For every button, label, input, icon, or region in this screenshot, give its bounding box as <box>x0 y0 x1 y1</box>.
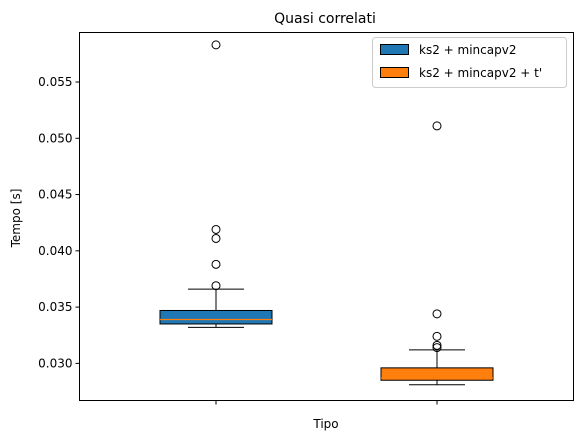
outlier-point <box>432 343 442 353</box>
y-tick-label: 0.040 <box>38 244 72 258</box>
y-tick-label: 0.050 <box>38 131 72 145</box>
legend-frame <box>372 37 567 88</box>
y-axis-label: Tempo [s] <box>9 189 23 249</box>
box-series-2 <box>380 121 494 386</box>
legend-swatch <box>380 44 409 55</box>
y-tick-label: 0.030 <box>38 356 72 370</box>
x-axis <box>215 400 438 405</box>
outlier-point <box>211 40 221 50</box>
y-tick-label: 0.055 <box>38 75 72 89</box>
outlier-point <box>432 121 442 131</box>
box <box>380 367 494 381</box>
plot-area <box>159 40 494 386</box>
plot-frame <box>79 32 574 401</box>
legend: ks2 + mincapv2 ks2 + mincapv2 + t' <box>372 37 567 88</box>
box-series-1 <box>159 40 273 328</box>
legend-label: ks2 + mincapv2 + t' <box>419 66 542 80</box>
outlier-point <box>211 233 221 243</box>
chart-title: Quasi correlati <box>274 11 376 27</box>
outlier-point <box>432 340 442 350</box>
outlier-point <box>211 259 221 269</box>
outlier-point <box>432 309 442 319</box>
outlier-point <box>211 281 221 291</box>
outlier-point <box>432 331 442 341</box>
y-axis: 0.030 0.035 0.040 0.045 0.050 0.055 <box>38 75 80 370</box>
x-axis-label: Tipo <box>312 417 338 431</box>
legend-label: ks2 + mincapv2 <box>419 43 516 57</box>
y-tick-label: 0.035 <box>38 300 72 314</box>
box <box>159 309 273 325</box>
outlier-point <box>211 224 221 234</box>
y-tick-label: 0.045 <box>38 188 72 202</box>
legend-swatch <box>380 67 409 78</box>
